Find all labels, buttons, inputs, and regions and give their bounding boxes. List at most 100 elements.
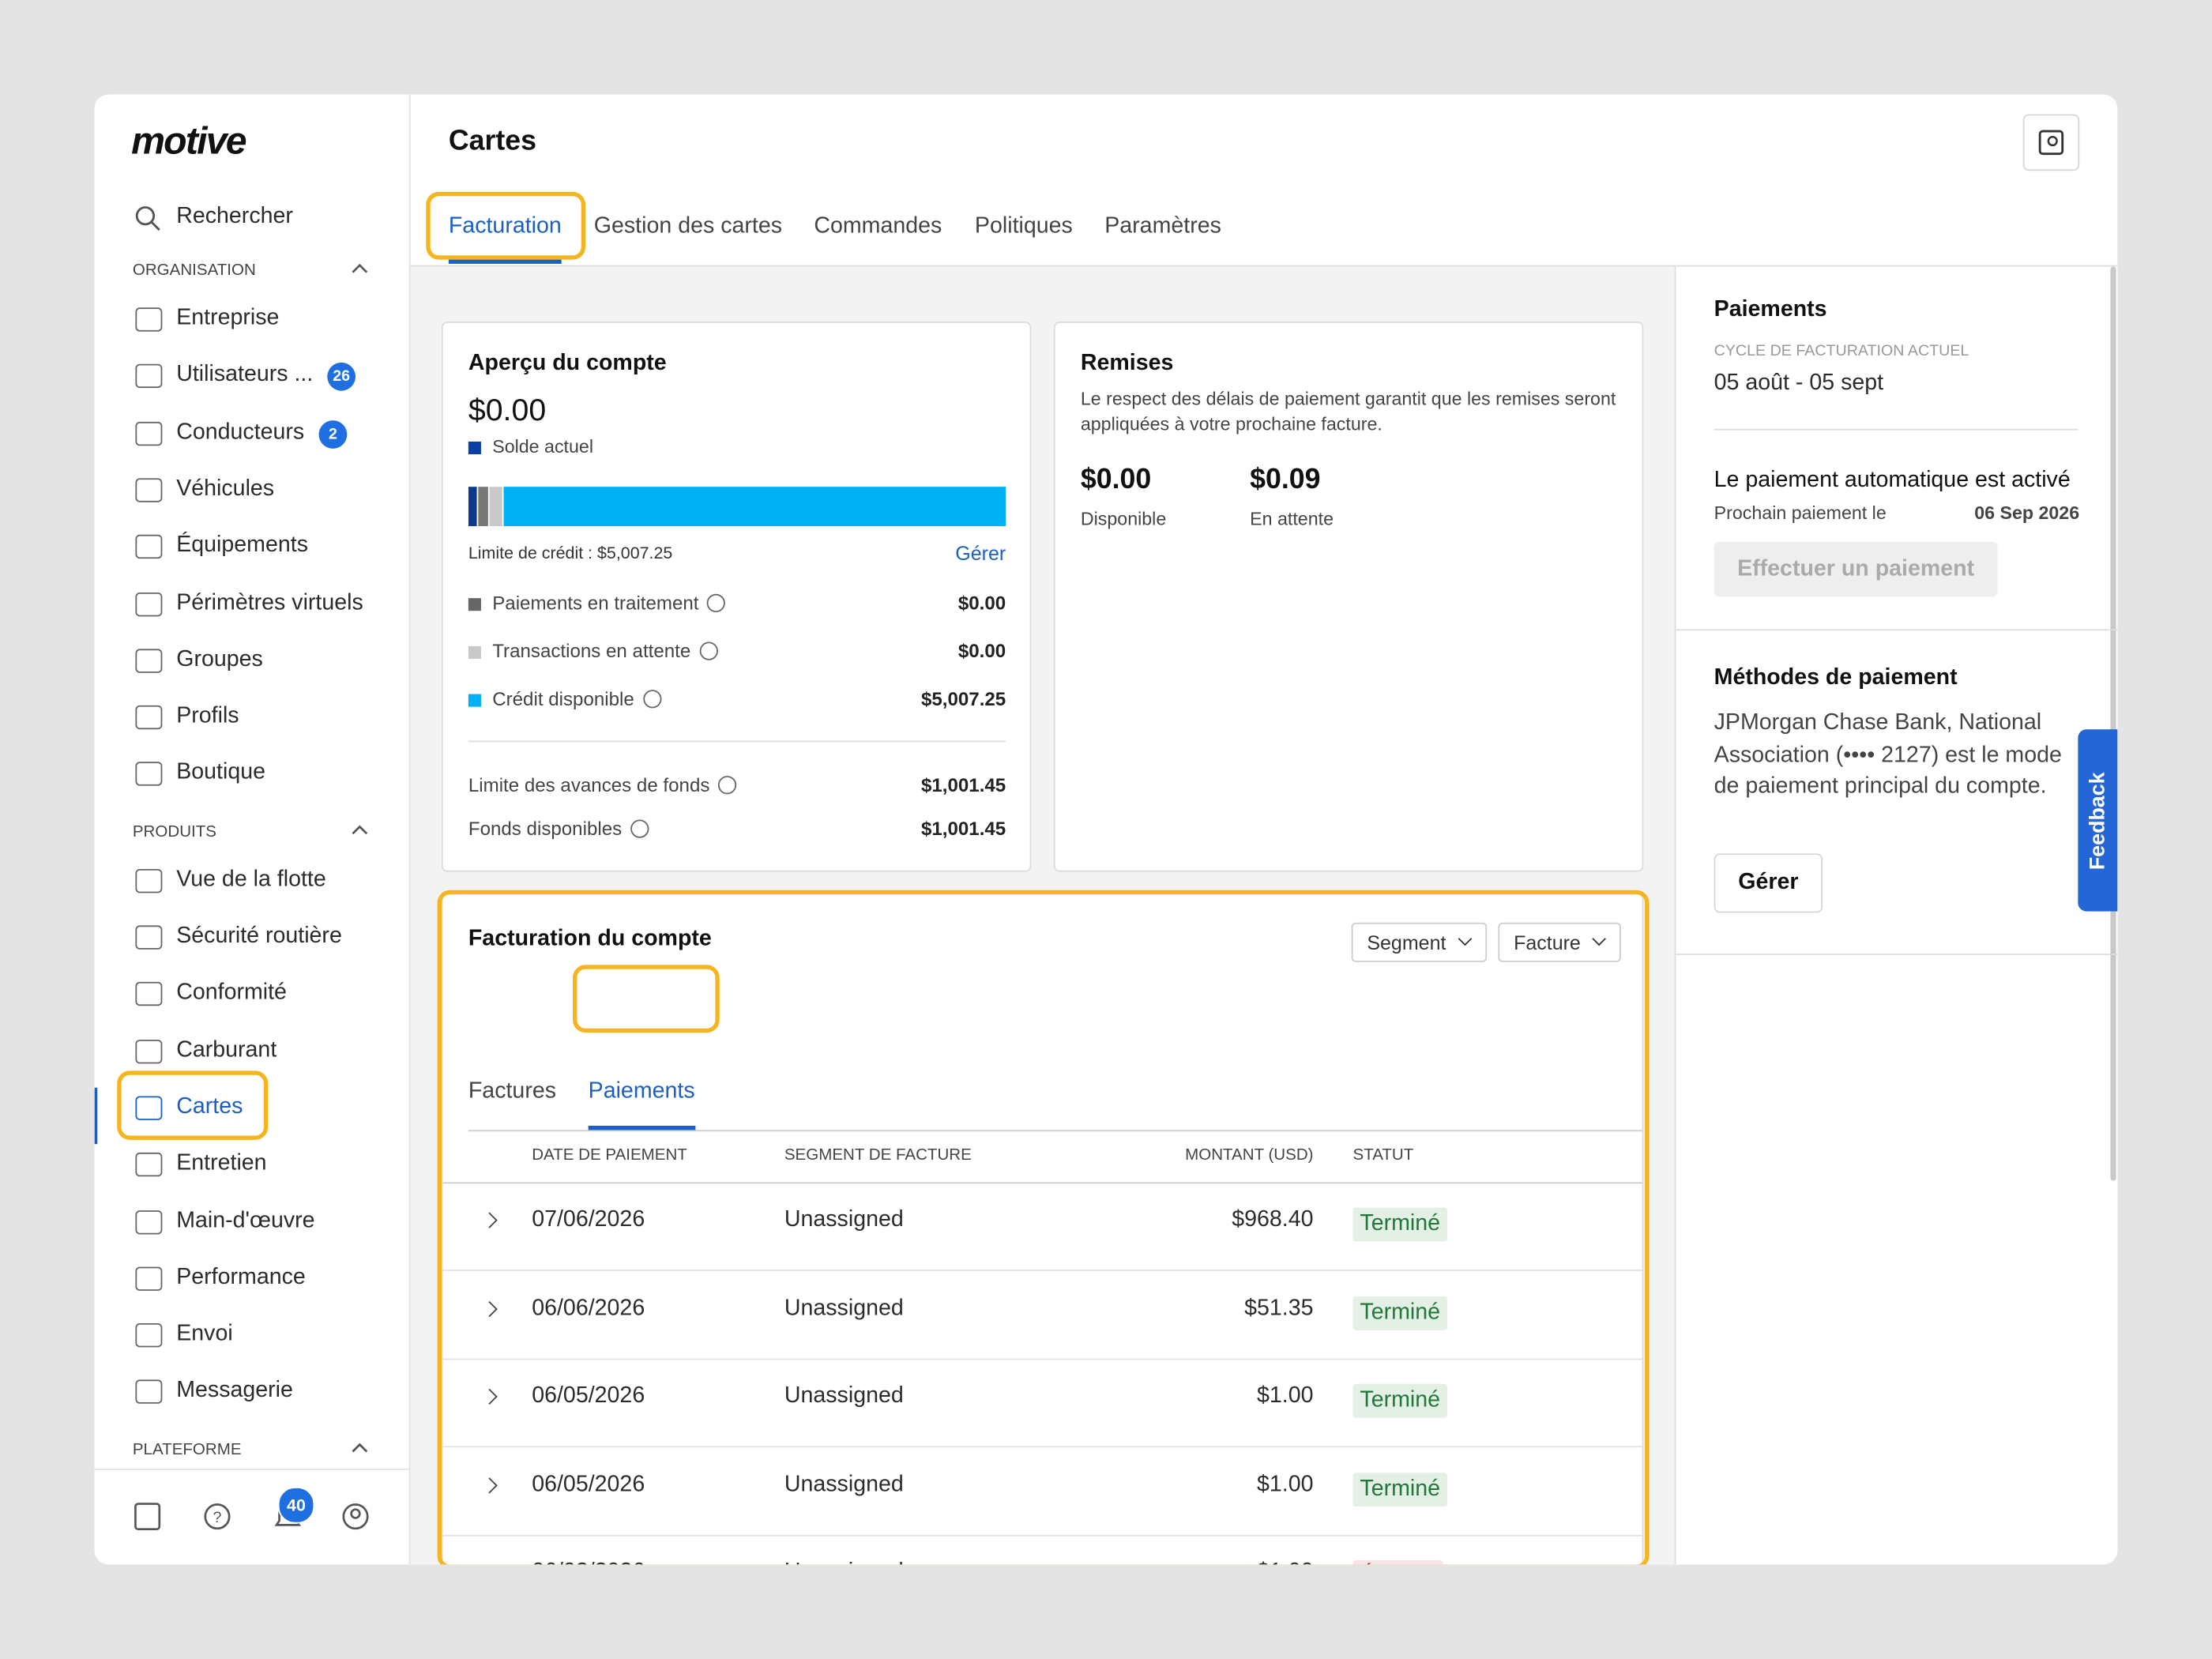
column-header: DATE DE PAIEMENT	[532, 1146, 687, 1164]
tab[interactable]: Politiques	[974, 214, 1073, 239]
badge: 2	[318, 419, 348, 449]
tab[interactable]: Paramètres	[1104, 214, 1221, 239]
section-title: PLATEFORME	[132, 1441, 242, 1458]
pay-button[interactable]: Effectuer un paiement	[1714, 541, 1998, 597]
pending-label: En attente	[1250, 507, 1334, 529]
methods-title: Méthodes de paiement	[1714, 665, 1958, 690]
filter-dropdown[interactable]: Facture	[1498, 922, 1622, 962]
row-label: Transactions en attente	[492, 640, 691, 662]
row-label: Crédit disponible	[492, 688, 634, 710]
tab[interactable]: Commandes	[814, 214, 942, 239]
row-value: $5,007.25	[920, 688, 1006, 710]
nav-icon	[135, 1380, 163, 1405]
nav-item[interactable]: Véhicules	[176, 476, 275, 501]
nav-icon	[135, 705, 163, 730]
column-header: STATUT	[1352, 1146, 1414, 1164]
feedback-label[interactable]: Feedback	[2086, 772, 2110, 871]
billing-card: Facturation du compte Segment Facture Fact…	[441, 893, 1644, 1565]
nav-item[interactable]: Main-d'œuvre	[176, 1208, 315, 1232]
nav-item[interactable]: Cartes	[176, 1094, 243, 1119]
status: Terminé	[1352, 1472, 1447, 1507]
nav-item[interactable]: Vue de la flotte	[176, 867, 326, 892]
legend-swatch	[468, 598, 481, 611]
icon	[2038, 130, 2064, 156]
logo[interactable]: motive	[131, 119, 246, 163]
divider	[1714, 428, 2078, 431]
status: Terminé	[1352, 1296, 1447, 1330]
discounts-card: Remises Le respect des délais de paiemen…	[1053, 322, 1644, 872]
nav-icon	[135, 1266, 163, 1291]
section-title: ORGANISATION	[132, 262, 256, 280]
payment-date: 06/06/2026	[532, 1296, 645, 1320]
segment: Unassigned	[784, 1296, 904, 1320]
nav-item[interactable]: Conducteurs	[176, 419, 305, 444]
info-icon	[717, 776, 737, 795]
nav-item[interactable]: Carburant	[176, 1037, 277, 1062]
manage-button[interactable]: Gérer	[1714, 853, 1823, 913]
footer-icons[interactable]: ?	[131, 1499, 385, 1536]
column-header: SEGMENT DE FACTURE	[784, 1146, 972, 1164]
nav-icon	[135, 1096, 163, 1120]
tab[interactable]: Factures	[468, 1079, 557, 1104]
collapse-icon[interactable]	[352, 262, 368, 276]
cycle: 05 août - 05 sept	[1714, 371, 1884, 395]
info-icon	[630, 819, 649, 838]
active-indicator	[94, 1087, 98, 1145]
nav-item[interactable]: Utilisateurs ...	[176, 363, 314, 387]
manage-link[interactable]: Gérer	[955, 541, 1006, 565]
search-icon	[135, 206, 160, 231]
nav-item[interactable]: Profils	[176, 704, 239, 728]
info-icon	[643, 690, 662, 709]
nav-item[interactable]: Boutique	[176, 761, 266, 785]
badge: 26	[327, 363, 356, 392]
tab[interactable]: Facturation	[448, 214, 562, 239]
header-button[interactable]	[2022, 114, 2080, 171]
info-icon	[706, 593, 725, 612]
description: Le respect des délais de paiement garant…	[1080, 388, 1616, 434]
feedback-tab[interactable]	[2078, 729, 2118, 912]
nav-item[interactable]: Messagerie	[176, 1379, 293, 1403]
autopay: Le paiement automatique est activé	[1714, 468, 2071, 493]
tab-underline	[448, 259, 562, 264]
row-label: Paiements en traitement	[492, 592, 699, 614]
nav-icon	[135, 649, 163, 673]
amount: $1.00	[1257, 1561, 1314, 1565]
legend-swatch	[468, 694, 481, 707]
divider	[410, 265, 2118, 267]
nav-item[interactable]: Groupes	[176, 647, 263, 672]
nav-icon	[135, 421, 163, 446]
app-window: motive Rechercher ? 40 ORGANISATION Entre…	[94, 94, 2118, 1565]
nav-item[interactable]: Entreprise	[176, 306, 280, 330]
nav-item[interactable]: Périmètres virtuels	[176, 590, 363, 615]
scrollbar[interactable]	[2110, 266, 2116, 1181]
nav-item[interactable]: Performance	[176, 1265, 306, 1289]
nav-item[interactable]: Conformité	[176, 980, 287, 1005]
collapse-icon[interactable]	[352, 823, 368, 837]
nav-item[interactable]: Envoi	[176, 1322, 233, 1346]
sidebar: motive Rechercher ? 40 ORGANISATION Entre…	[94, 94, 411, 1565]
overview-card: Aperçu du compte $0.00 Solde actuel Limi…	[441, 322, 1032, 872]
nav-icon	[135, 762, 163, 787]
tab[interactable]: Gestion des cartes	[593, 214, 783, 239]
nav-item[interactable]: Entretien	[176, 1151, 267, 1176]
collapse-icon[interactable]	[352, 1441, 368, 1455]
search[interactable]: Rechercher	[176, 204, 293, 229]
nav-icon	[135, 982, 163, 1006]
divider	[468, 1130, 1642, 1132]
status: Terminé	[1352, 1207, 1447, 1242]
pending: $0.09	[1250, 464, 1321, 495]
nav-icon	[135, 364, 163, 389]
divider	[1676, 629, 2118, 631]
nav-icon	[135, 1039, 163, 1063]
filter-dropdown[interactable]: Segment	[1351, 922, 1488, 962]
highlight	[437, 890, 1650, 1565]
next-date: 06 Sep 2026	[1974, 502, 2080, 524]
methods-text: JPMorgan Chase Bank, National Associatio…	[1714, 710, 2062, 799]
tab[interactable]: Paiements	[588, 1079, 695, 1104]
nav-item[interactable]: Équipements	[176, 533, 308, 558]
nav-item[interactable]: Sécurité routière	[176, 924, 342, 948]
payment-date: 06/05/2026	[532, 1384, 645, 1409]
nav-icon	[135, 1153, 163, 1177]
payment-date: 07/06/2026	[532, 1207, 645, 1232]
